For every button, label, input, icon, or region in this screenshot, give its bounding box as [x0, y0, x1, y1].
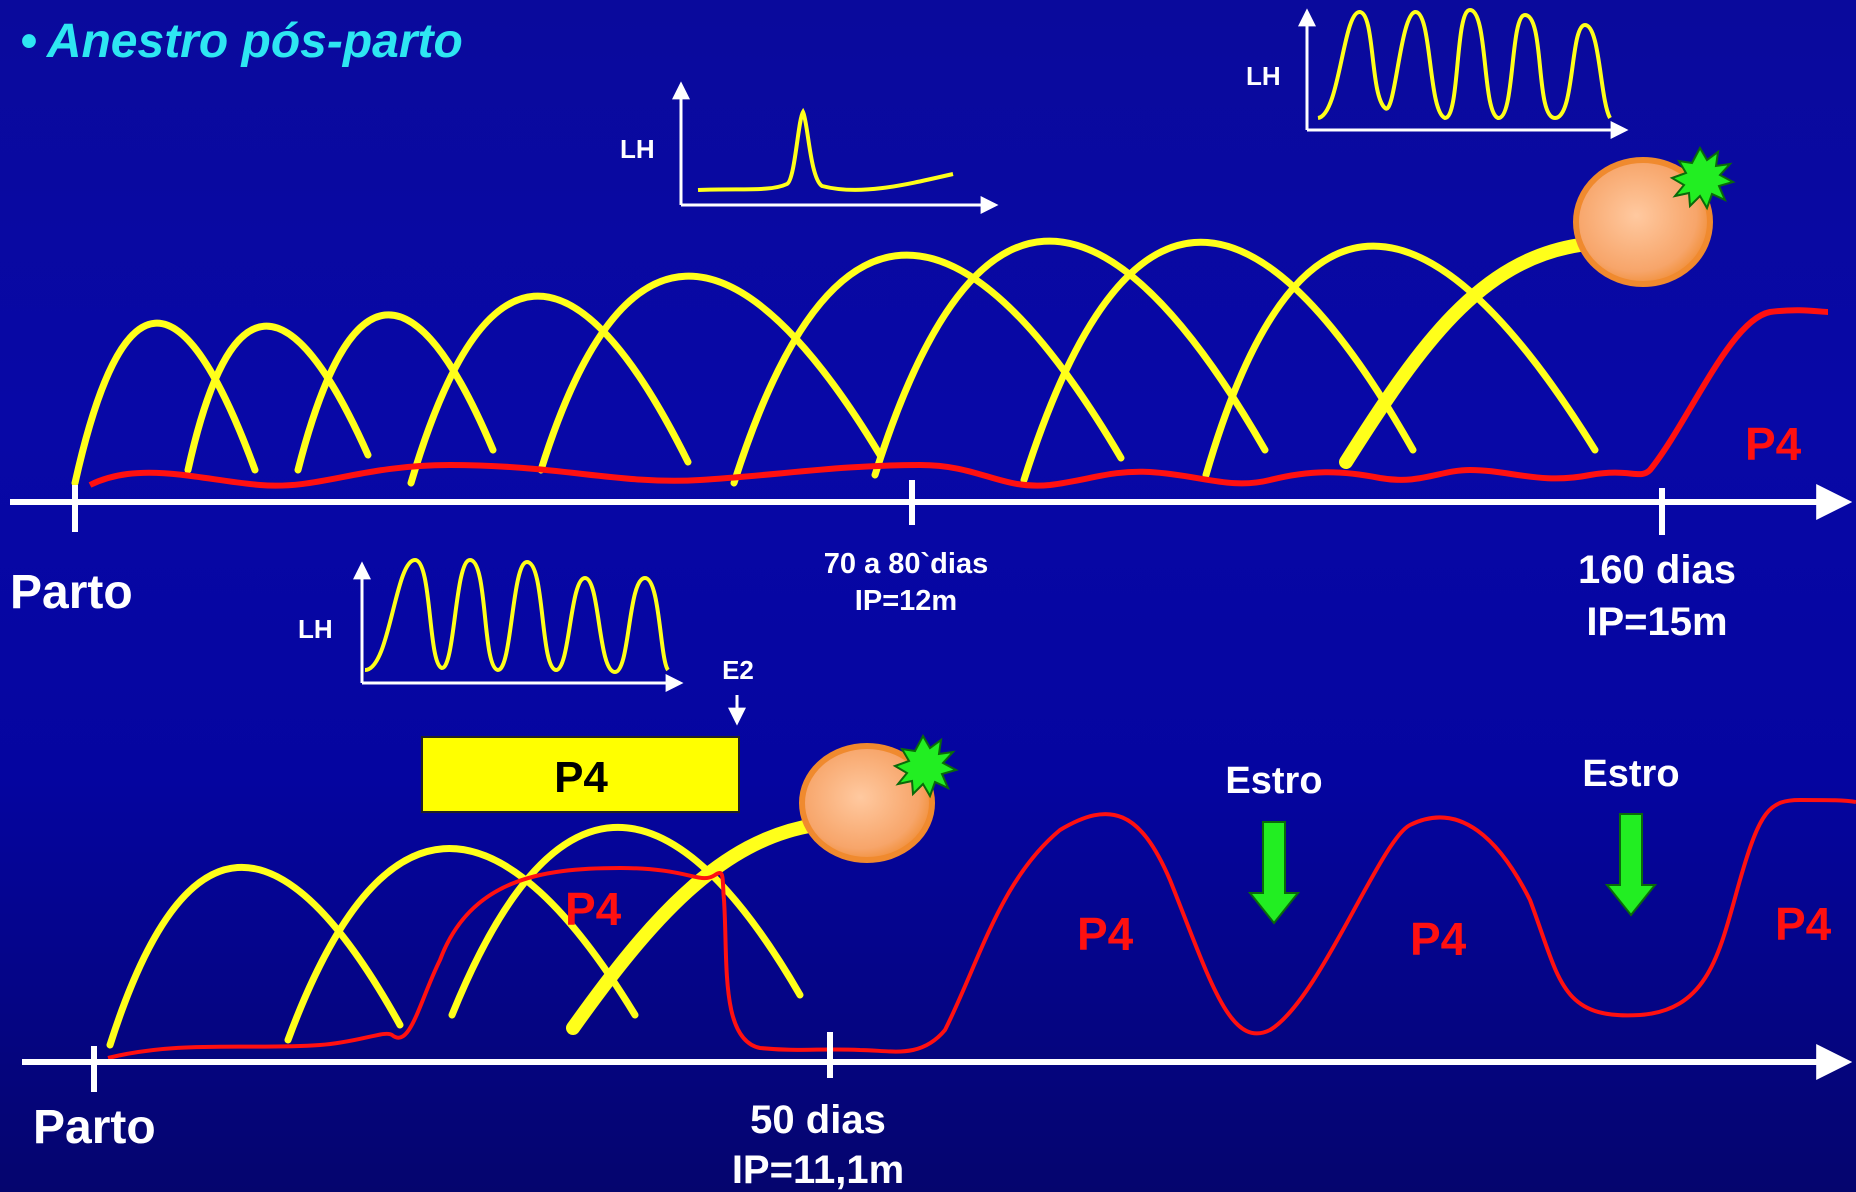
lh-single-peak-inset: LH — [620, 81, 999, 214]
rupture-star-icon — [1669, 145, 1736, 211]
p4-label-bottom-4: P4 — [1775, 898, 1832, 950]
rupture-star-icon — [892, 733, 959, 799]
follicle-wave — [407, 292, 692, 487]
title-bullet: • — [20, 15, 37, 68]
follicle-wave — [537, 272, 884, 474]
lh-inset-label: LH — [620, 134, 655, 164]
ovulating-follicle-icon — [799, 743, 935, 863]
follicular-waves-bottom — [106, 824, 804, 1049]
p4-label-bottom-1: P4 — [565, 883, 622, 935]
lh-pulses-curve-top — [1317, 7, 1612, 121]
estro-down-arrow-icon-1 — [1247, 821, 1301, 925]
lh-label-bottom: LH — [298, 614, 333, 644]
tick-50-line2: IP=11,1m — [732, 1148, 904, 1192]
lh-pulses-inset-bottom: LH — [298, 557, 684, 692]
estro-label-1: Estro — [1225, 760, 1322, 802]
tick-70-80-line2: IP=12m — [855, 585, 957, 617]
follicle-wave — [184, 322, 372, 474]
e2-label: E2 — [722, 655, 754, 685]
p4-box-label: P4 — [554, 753, 608, 802]
follicle-wave — [1020, 239, 1417, 484]
p4-curve-bottom — [107, 797, 1856, 1060]
lh-pulses-curve-bottom — [364, 557, 670, 675]
bottom-panel: LH E2 P4 P4 P4 P4 P4 Estro Estro — [22, 557, 1856, 1192]
title-text: Anestro pós-parto — [46, 15, 463, 68]
follicle-wave — [284, 845, 639, 1044]
follicle-wave — [730, 251, 1125, 487]
estro-label-2: Estro — [1582, 753, 1679, 795]
follicle-wave — [871, 237, 1269, 479]
tick-50-line1: 50 dias — [750, 1098, 886, 1142]
slide-title: • Anestro pós-parto — [20, 14, 463, 69]
tick-70-80-line1: 70 a 80`dias — [824, 548, 988, 580]
lh-pulses-label-top: LH — [1246, 61, 1281, 91]
p4-curve-top — [88, 307, 1829, 489]
lh-pulses-inset-top: LH — [1246, 7, 1629, 139]
p4-label-bottom-3: P4 — [1410, 913, 1467, 965]
follicular-waves-top — [71, 237, 1599, 487]
p4-treatment-box: P4 — [421, 736, 740, 813]
p4-label-bottom-2: P4 — [1077, 908, 1134, 960]
follicle-wave — [71, 319, 259, 487]
tick-160-line1: 160 dias — [1578, 548, 1736, 592]
lh-single-peak-curve — [697, 107, 954, 192]
follicle-wave — [448, 824, 804, 1019]
tick-160-line2: IP=15m — [1586, 600, 1727, 644]
axis-start-label-bottom: Parto — [33, 1101, 156, 1154]
follicle-wave — [294, 311, 497, 474]
p4-label-top: P4 — [1745, 418, 1802, 470]
follicle-wave — [1202, 242, 1599, 479]
ovulating-follicle-icon — [1573, 157, 1713, 287]
estro-down-arrow-icon-2 — [1604, 813, 1658, 917]
top-panel: LH LH P4 — [10, 7, 1853, 644]
ovulatory-follicle-wave-bottom — [566, 818, 822, 1035]
ovulatory-follicle-wave-top — [1339, 238, 1587, 469]
follicle-wave — [106, 863, 404, 1049]
axis-start-label-top: Parto — [10, 566, 133, 619]
